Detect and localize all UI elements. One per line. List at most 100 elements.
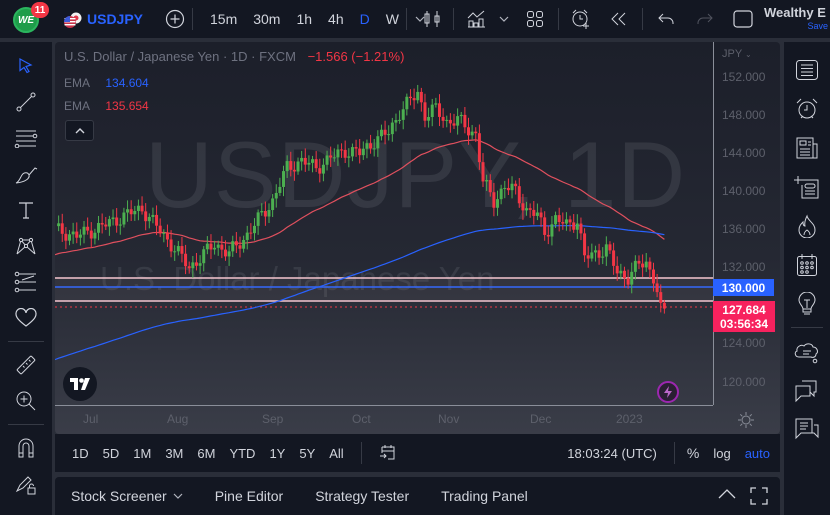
chart-settings-button[interactable] [737,411,755,429]
watchlist-button[interactable] [787,50,827,89]
add-watchlist-button[interactable] [787,167,827,206]
save-link[interactable]: Save [807,21,828,31]
calendar-goto-icon [379,445,395,460]
plus-circle-icon [165,9,185,29]
measure-tool[interactable] [6,347,46,383]
magnet-tool[interactable] [6,430,46,466]
create-alert-button[interactable] [569,0,593,38]
chevron-up-icon [75,127,84,133]
chart-canvas[interactable] [55,42,780,434]
chevron-down-icon [499,16,509,22]
hotlists-button[interactable] [787,206,827,245]
indicators-button[interactable] [464,0,490,38]
divider [642,8,643,30]
lightbulb-icon [798,291,816,314]
timeframe-w[interactable]: W [385,11,399,27]
range-5y[interactable]: 5Y [299,445,316,461]
calendar-button[interactable] [787,245,827,284]
cursor-tool[interactable] [6,48,46,84]
tab-trading-panel[interactable]: Trading Panel [441,488,528,504]
text-tool[interactable] [6,192,46,228]
redo-button[interactable] [693,0,717,38]
lock-drawings-tool[interactable] [6,466,46,502]
expand-panel-button[interactable] [718,488,736,500]
lightning-icon [664,386,672,398]
tradingview-logo[interactable] [63,367,97,401]
timeframe-dropdown[interactable] [407,16,433,22]
layout-button[interactable] [524,0,546,38]
chat-bubbles-icon [795,380,817,402]
tab-pine-editor[interactable]: Pine Editor [214,488,284,504]
newspaper-icon [796,137,818,158]
trend-line-tool[interactable] [6,84,46,120]
top-toolbar: WE 11 USDJPY 15m 30m 1h 4h D W [0,0,830,38]
ema-legend-red[interactable]: EMA 135.654 [64,99,149,113]
range-all[interactable]: All [329,445,344,461]
list-icon [796,59,818,80]
range-1y[interactable]: 1Y [269,445,286,461]
streams-button[interactable] [787,371,827,410]
maximize-panel-button[interactable] [750,487,768,505]
tab-stock-screener[interactable]: Stock Screener [55,488,199,504]
log-scale-toggle[interactable]: log [713,445,731,461]
collapse-legend-button[interactable] [65,120,94,141]
currency-selector[interactable]: JPY ⌄ [722,48,752,60]
timeframe-1h[interactable]: 1h [296,11,313,27]
layout-title: Wealthy E [764,5,826,20]
range-ytd[interactable]: YTD [229,445,256,461]
price-tick: 132.000 [722,260,766,274]
price-scale[interactable] [713,42,780,405]
chats-button[interactable] [787,332,827,371]
zoom-in-tool[interactable] [6,383,46,419]
grid-layout-icon [527,11,543,27]
time-tick: Oct [352,412,371,426]
message-lines-icon [795,418,819,439]
compare-symbol-button[interactable] [163,0,187,38]
replay-button[interactable] [607,0,631,38]
range-5d[interactable]: 5D [102,445,120,461]
pattern-tool[interactable] [6,228,46,264]
square-icon [733,10,753,28]
ideas-button[interactable] [787,284,827,323]
chevron-down-icon [415,16,425,22]
currency-label: JPY [722,48,742,60]
range-1d[interactable]: 1D [72,445,89,461]
candlestick-plot[interactable] [55,42,713,405]
prediction-tool[interactable] [6,264,46,300]
heart-icon [15,308,37,327]
timeframe-4h[interactable]: 4h [328,11,344,27]
undo-button[interactable] [654,0,678,38]
brush-tool[interactable] [6,156,46,192]
go-to-date-button[interactable] [372,444,404,462]
range-1m[interactable]: 1M [133,445,152,461]
range-3m[interactable]: 3M [165,445,184,461]
alerts-button[interactable] [787,89,827,128]
range-6m[interactable]: 6M [197,445,216,461]
calendar-icon [797,253,817,276]
notifications-button[interactable] [787,410,827,449]
timeframe-d[interactable]: D [359,11,370,27]
fullscreen-toggle-button[interactable] [731,0,755,38]
ema-legend-blue[interactable]: EMA 134.604 [64,76,149,90]
chart-title: U.S. Dollar / Japanese Yen · 1D · FXCM [64,49,296,64]
pattern-icon [16,237,36,255]
time-scale[interactable] [55,405,713,434]
fib-tool[interactable] [6,120,46,156]
tab-strategy-tester[interactable]: Strategy Tester [315,488,410,504]
timeframe-15m[interactable]: 15m [210,11,238,27]
alarm-plus-icon [572,9,589,29]
symbol-search[interactable]: USDJPY [63,0,143,38]
favorites-tool[interactable] [6,300,46,336]
chart-legend[interactable]: U.S. Dollar / Japanese Yen · 1D · FXCM −… [64,49,404,64]
chart-type-button[interactable] [420,0,444,38]
pencil-lock-icon [15,476,36,495]
timeframe-30m[interactable]: 30m [253,11,281,27]
percent-scale-toggle[interactable]: % [686,445,700,461]
lightning-indicator[interactable] [657,381,679,403]
auto-scale-toggle[interactable]: auto [744,445,770,461]
utc-clock[interactable]: 18:03:24 (UTC) [567,445,657,461]
indicators-dropdown[interactable] [497,0,511,38]
layout-title-save[interactable]: Wealthy E Save [764,4,830,31]
news-button[interactable] [787,128,827,167]
drawing-toolbar [0,42,52,515]
